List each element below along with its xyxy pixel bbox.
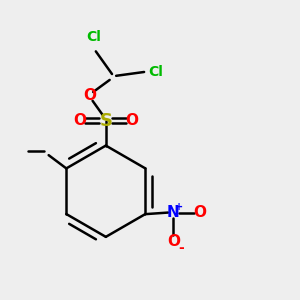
- Text: O: O: [74, 113, 87, 128]
- Text: +: +: [175, 202, 183, 212]
- Text: -: -: [178, 241, 184, 255]
- Text: O: O: [83, 88, 96, 103]
- Text: N: N: [167, 205, 180, 220]
- Text: O: O: [193, 205, 206, 220]
- Text: Cl: Cl: [148, 65, 163, 79]
- Text: S: S: [99, 112, 112, 130]
- Text: Cl: Cl: [87, 30, 101, 44]
- Text: O: O: [167, 234, 180, 249]
- Text: O: O: [125, 113, 138, 128]
